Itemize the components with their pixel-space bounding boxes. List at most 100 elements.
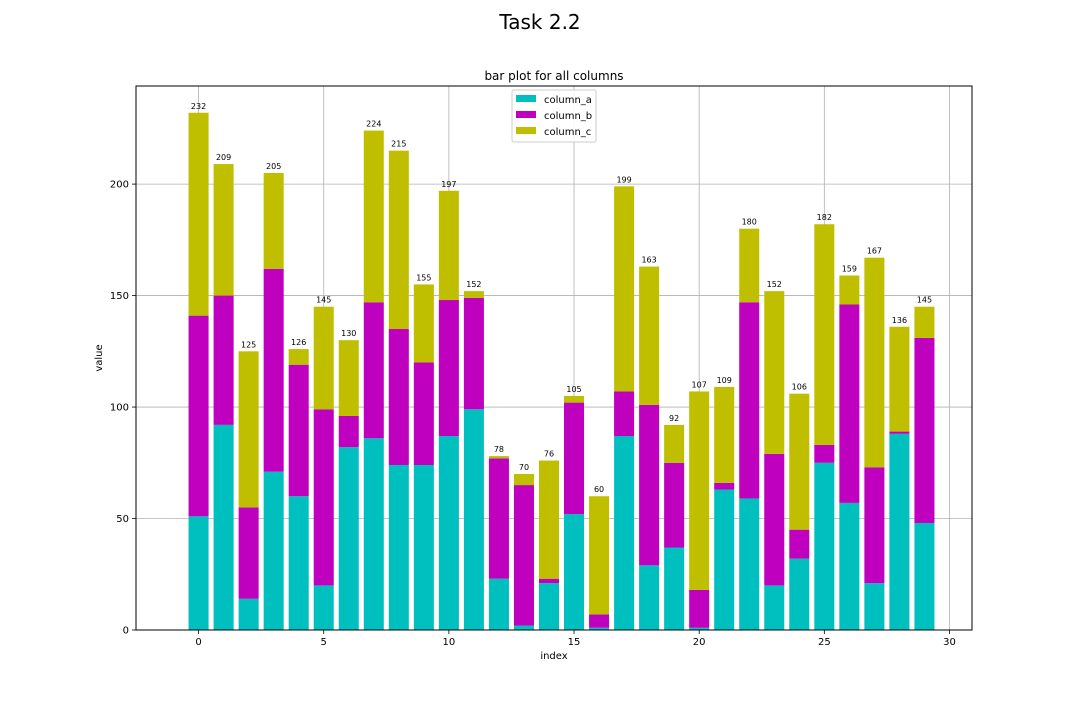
bar-segment-column_b bbox=[263, 268, 284, 472]
bar-segment-column_c bbox=[338, 340, 359, 416]
bar-segment-column_c bbox=[639, 266, 660, 405]
bar-total-label: 180 bbox=[742, 218, 757, 227]
ticks: 0 5 10 15 20 25 30 0 50 100 150 200 bbox=[110, 180, 956, 648]
bar-segment-column_b bbox=[714, 482, 735, 490]
bar-segment-column_c bbox=[413, 284, 434, 363]
y-tick-label: 100 bbox=[110, 403, 129, 414]
bars bbox=[188, 112, 935, 630]
bar-segment-column_b bbox=[413, 362, 434, 466]
bar-segment-column_c bbox=[914, 306, 935, 338]
bar-total-label: 109 bbox=[717, 376, 732, 385]
bar-total-label: 152 bbox=[767, 280, 782, 289]
bar-segment-column_b bbox=[513, 485, 534, 626]
legend-swatch-column_c bbox=[516, 127, 536, 134]
bar-segment-column_c bbox=[564, 395, 585, 403]
bar-segment-column_a bbox=[664, 547, 685, 630]
bar-segment-column_a bbox=[589, 627, 610, 630]
bar-segment-column_c bbox=[263, 172, 284, 269]
bar-segment-column_a bbox=[463, 409, 484, 630]
bar-segment-column_c bbox=[764, 291, 785, 454]
bar-total-label: 159 bbox=[842, 265, 857, 274]
bar-total-label: 152 bbox=[466, 280, 481, 289]
x-tick-label: 0 bbox=[195, 637, 201, 648]
bar-segment-column_b bbox=[614, 391, 635, 437]
legend: column_a column_b column_c bbox=[511, 89, 597, 143]
bar-segment-column_b bbox=[889, 431, 910, 434]
bar-segment-column_a bbox=[639, 565, 660, 630]
bar-total-label: 167 bbox=[867, 247, 882, 256]
bar-segment-column_c bbox=[513, 473, 534, 486]
bar-segment-column_c bbox=[714, 386, 735, 483]
x-tick-label: 25 bbox=[818, 637, 831, 648]
y-tick-label: 50 bbox=[116, 514, 129, 525]
bar-segment-column_b bbox=[639, 404, 660, 566]
bar-segment-column_a bbox=[188, 516, 209, 630]
bar-segment-column_b bbox=[338, 415, 359, 448]
legend-label-column_b: column_b bbox=[544, 111, 592, 122]
bar-segment-column_b bbox=[689, 589, 710, 628]
bar-segment-column_a bbox=[263, 471, 284, 630]
bar-total-label: 92 bbox=[669, 414, 679, 423]
bar-segment-column_a bbox=[388, 465, 409, 630]
bar-segment-column_a bbox=[689, 627, 710, 630]
bar-total-label: 76 bbox=[544, 450, 554, 459]
x-tick-label: 5 bbox=[321, 637, 327, 648]
bar-segment-column_a bbox=[714, 489, 735, 630]
bar-segment-column_c bbox=[463, 291, 484, 298]
bar-segment-column_c bbox=[488, 456, 509, 459]
bar-segment-column_c bbox=[839, 275, 860, 305]
bar-segment-column_a bbox=[789, 558, 810, 630]
bar-total-label: 125 bbox=[241, 340, 256, 349]
bar-segment-column_b bbox=[814, 444, 835, 463]
bar-segment-column_a bbox=[288, 496, 309, 630]
bar-total-label: 199 bbox=[616, 175, 631, 184]
bar-segment-column_b bbox=[764, 453, 785, 586]
bar-segment-column_c bbox=[789, 393, 810, 530]
x-axis-label: index bbox=[540, 651, 567, 662]
bar-segment-column_b bbox=[288, 364, 309, 497]
figure-title: Task 2.2 bbox=[498, 10, 580, 34]
y-axis-label: value bbox=[94, 344, 105, 371]
bar-segment-column_a bbox=[739, 498, 760, 630]
bar-segment-column_b bbox=[789, 529, 810, 559]
bar-total-label: 70 bbox=[519, 463, 529, 472]
y-tick-label: 150 bbox=[110, 291, 129, 302]
bar-total-label: 224 bbox=[366, 120, 381, 129]
bar-total-label: 155 bbox=[416, 273, 431, 282]
bar-segment-column_a bbox=[438, 436, 459, 630]
bar-segment-column_c bbox=[238, 351, 259, 508]
x-tick-label: 20 bbox=[693, 637, 706, 648]
data-labels: 232 209 125 205 126 145 130 224 215 155 197 152 78 70… bbox=[191, 102, 932, 494]
bar-segment-column_a bbox=[238, 598, 259, 630]
legend-swatch-column_b bbox=[516, 111, 536, 118]
bar-segment-column_a bbox=[889, 433, 910, 630]
bar-segment-column_b bbox=[739, 302, 760, 499]
bar-segment-column_a bbox=[914, 522, 935, 630]
bar-segment-column_b bbox=[388, 329, 409, 466]
bar-total-label: 197 bbox=[441, 180, 456, 189]
bar-segment-column_b bbox=[839, 304, 860, 503]
bar-segment-column_a bbox=[363, 438, 384, 630]
bar-segment-column_c bbox=[288, 349, 309, 365]
y-tick-label: 0 bbox=[123, 626, 129, 637]
bar-segment-column_b bbox=[313, 409, 334, 586]
bar-total-label: 105 bbox=[566, 385, 581, 394]
bar-segment-column_a bbox=[564, 514, 585, 630]
bar-segment-column_b bbox=[864, 467, 885, 584]
y-tick-label: 200 bbox=[110, 180, 129, 191]
bar-segment-column_c bbox=[664, 424, 685, 463]
x-tick-label: 30 bbox=[943, 637, 956, 648]
legend-label-column_c: column_c bbox=[544, 127, 591, 138]
bar-segment-column_b bbox=[538, 578, 560, 584]
bar-segment-column_c bbox=[864, 257, 885, 468]
bar-segment-column_b bbox=[488, 458, 509, 579]
bar-segment-column_c bbox=[438, 190, 459, 301]
bar-total-label: 163 bbox=[641, 256, 656, 265]
bar-total-label: 145 bbox=[316, 296, 331, 305]
bar-segment-column_a bbox=[614, 436, 635, 630]
bar-total-label: 107 bbox=[692, 380, 707, 389]
bar-segment-column_b bbox=[213, 295, 234, 425]
bar-segment-column_b bbox=[438, 300, 459, 437]
chart-title: bar plot for all columns bbox=[484, 69, 623, 83]
